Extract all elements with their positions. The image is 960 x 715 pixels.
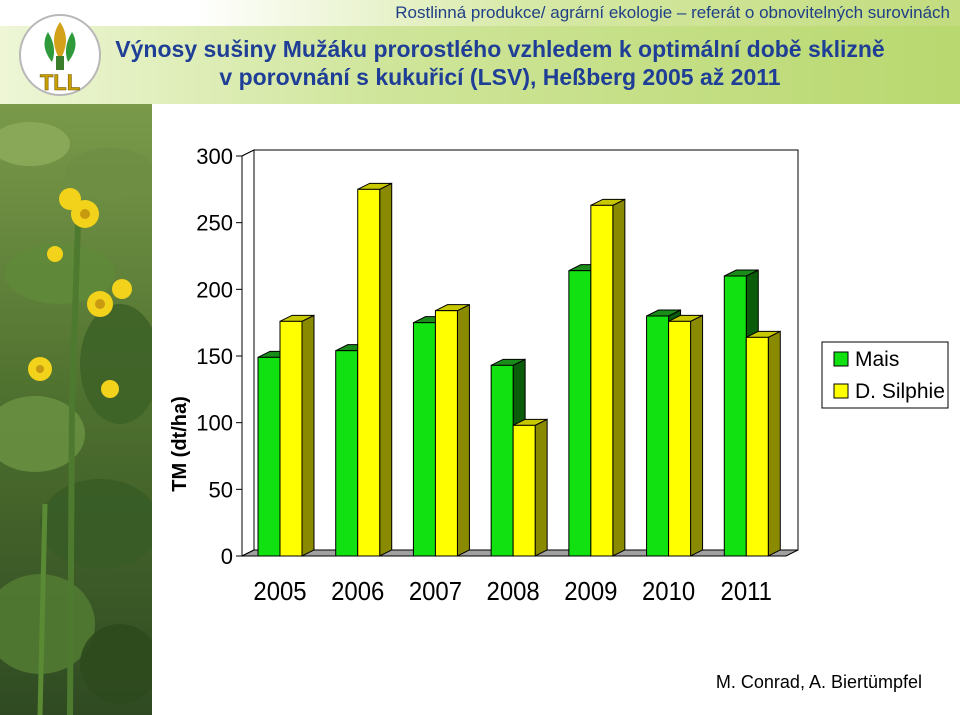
logo-text: TLL [40,70,80,95]
silphie-plant-photo [0,104,152,715]
y-tick-label: 150 [196,344,233,369]
x-tick-label: 2006 [331,577,384,606]
y-axis-label: TM (dt/ha) [169,396,191,492]
chart-legend: Mais D. Silphie [821,341,949,409]
y-tick-label: 100 [196,411,233,436]
chart-bars [257,182,781,557]
bar-d-silphie-2010 [668,314,704,557]
bar-d-silphie-2005 [279,314,315,557]
x-tick-label: 2010 [642,577,695,606]
slide-title-line2: v porovnání s kukuřicí (LSV), Heßberg 20… [219,64,781,90]
legend-swatch-0 [833,351,849,367]
y-tick-label: 200 [196,277,233,302]
header-text: Rostlinná produkce/ agrární ekologie – r… [395,3,950,22]
bar-d-silphie-2007 [434,303,470,557]
header-bar [0,0,960,26]
y-tick-label: 300 [196,144,233,169]
chart-side-wall [241,149,255,557]
title-bar [0,26,960,104]
y-axis-ticks: 0 50 100 150 200 250 300 [196,144,242,569]
bar-d-silphie-2009 [590,198,626,557]
x-tick-label: 2009 [564,577,617,606]
bar-d-silphie-2008 [512,418,548,557]
x-tick-label: 2007 [409,577,462,606]
author-credit: M. Conrad, A. Biertümpfel [715,672,922,692]
x-tick-label: 2011 [721,577,772,606]
bar-d-silphie-2006 [357,182,393,557]
legend-label-1: D. Silphie [855,380,945,403]
x-tick-label: 2005 [253,577,306,606]
slide-title-line1: Výnosy sušiny Mužáku prorostlého vzhlede… [115,36,885,62]
x-tick-label: 2008 [487,577,540,606]
y-tick-label: 250 [196,211,233,236]
bar-d-silphie-2011 [745,330,781,557]
tll-logo: TLL [19,14,101,96]
x-axis-ticks: 2005 2006 2007 2008 2009 2010 2011 [253,577,772,606]
legend-label-0: Mais [855,348,899,371]
y-tick-label: 50 [209,477,233,502]
y-tick-label: 0 [221,544,233,569]
legend-swatch-1 [833,383,849,399]
